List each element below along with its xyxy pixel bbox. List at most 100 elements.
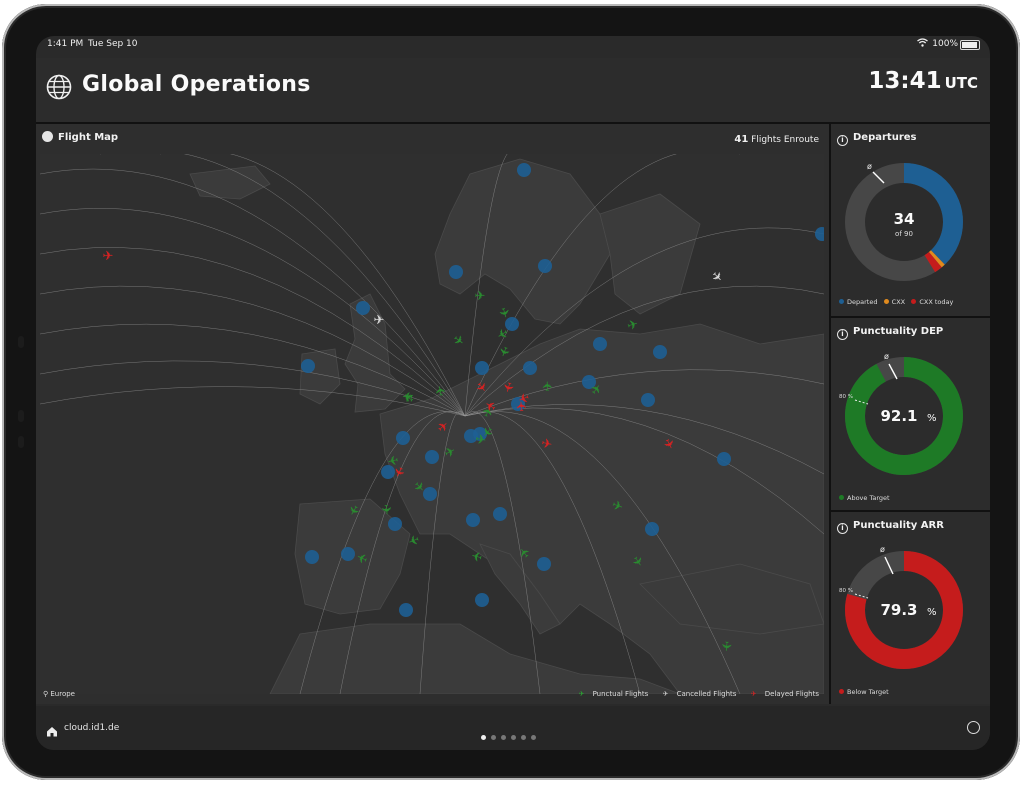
departures-title: Departures: [853, 132, 917, 143]
page-dot[interactable]: [501, 735, 506, 740]
legend-cxx-today: CXX today: [919, 298, 954, 306]
airport-marker[interactable]: [641, 393, 655, 407]
page-dot[interactable]: [531, 735, 536, 740]
europe-flight-map[interactable]: ✈✈✈✈✈✈✈ ✈✈✈✈✈✈✈✈✈ ✈✈ ✈✈✈✈✈✈✈✈✈✈ ✈✈✈ ✈✈✈ ✈✈✈✈: [40, 154, 824, 694]
legend-punctual-label: Punctual Flights: [592, 690, 649, 698]
plane-icon[interactable]: ✈: [626, 317, 641, 335]
user-account-icon[interactable]: [967, 721, 980, 734]
plane-icon[interactable]: ✈: [405, 530, 421, 548]
plane-icon[interactable]: ✈: [515, 388, 531, 406]
status-bar: 1:41 PM Tue Sep 10 100%: [36, 36, 990, 56]
airport-marker[interactable]: [593, 337, 607, 351]
map-icon: [42, 131, 53, 142]
flight-route: [464, 411, 541, 694]
flight-route: [40, 360, 466, 417]
plane-icon[interactable]: ✈: [470, 547, 485, 564]
kpi-column: i Departures ø 34 of 90 Departed CXX CXX …: [831, 124, 990, 704]
plane-icon[interactable]: ✈: [540, 436, 554, 453]
airport-marker[interactable]: [505, 317, 519, 331]
legend-above-target: Above Target: [847, 494, 890, 502]
home-icon[interactable]: [46, 722, 58, 741]
flight-route: [40, 285, 466, 417]
enroute-label: Flights Enroute: [751, 135, 819, 145]
airport-marker[interactable]: [399, 603, 413, 617]
airport-marker[interactable]: [717, 452, 731, 466]
airport-marker[interactable]: [473, 427, 487, 441]
airport-marker[interactable]: [449, 265, 463, 279]
punctuality-arr-card[interactable]: i Punctuality ARR ø 80 % 79.3 % Below Tar…: [831, 512, 990, 704]
average-symbol: ø: [884, 352, 889, 361]
departures-card[interactable]: i Departures ø 34 of 90 Departed CXX CXX …: [831, 124, 990, 318]
departures-donut: ø 34 of 90: [845, 162, 963, 281]
average-symbol: ø: [880, 545, 885, 554]
airport-marker[interactable]: [381, 465, 395, 479]
target-label: 80 %: [839, 394, 853, 400]
airport-marker[interactable]: [475, 593, 489, 607]
airport-marker[interactable]: [538, 259, 552, 273]
plane-icon[interactable]: ✈: [541, 380, 556, 391]
plane-icon[interactable]: ✈: [103, 249, 114, 264]
average-marker: [888, 363, 898, 380]
airport-marker[interactable]: [341, 547, 355, 561]
page-dot[interactable]: [521, 735, 526, 740]
average-marker: [884, 556, 894, 575]
flight-route: [40, 386, 466, 417]
plane-icon[interactable]: ✈: [474, 432, 487, 449]
airport-marker[interactable]: [582, 375, 596, 389]
plane-icon[interactable]: ✈: [402, 388, 414, 404]
airport-marker[interactable]: [388, 517, 402, 531]
status-date: Tue Sep 10: [88, 39, 138, 49]
page-dot[interactable]: [511, 735, 516, 740]
flight-route: [464, 227, 824, 417]
plane-icon[interactable]: ✈: [515, 400, 531, 412]
page-dot[interactable]: [481, 735, 486, 740]
plane-icon[interactable]: ✈: [495, 306, 512, 321]
plane-icon[interactable]: ✈: [499, 380, 516, 395]
plane-icon[interactable]: ✈: [494, 343, 512, 359]
airport-marker[interactable]: [423, 487, 437, 501]
page-title: Global Operations: [82, 72, 311, 97]
donut-value-arc: [845, 357, 963, 475]
punctuality-dep-card[interactable]: i Punctuality DEP ø 80 % 92.1 % Above Tar…: [831, 318, 990, 512]
flight-route: [40, 208, 466, 417]
plane-icon[interactable]: ✈: [386, 451, 400, 468]
plane-icon[interactable]: ✈: [433, 384, 450, 398]
airport-marker[interactable]: [517, 163, 531, 177]
location-pin-icon: ⚲: [43, 690, 49, 698]
app-header: Global Operations 13:41 UTC: [36, 58, 990, 124]
legend-below-target: Below Target: [847, 688, 889, 696]
airport-marker[interactable]: [301, 359, 315, 373]
airport-marker[interactable]: [475, 361, 489, 375]
plane-icon[interactable]: ✈: [377, 503, 393, 516]
plane-icon[interactable]: ✈: [610, 498, 625, 516]
bottom-bar: cloud.id1.de: [36, 706, 990, 750]
plane-icon[interactable]: ✈: [374, 313, 385, 328]
airport-marker[interactable]: [356, 301, 370, 315]
site-url-link[interactable]: cloud.id1.de: [64, 723, 120, 733]
battery-level: 100%: [932, 39, 958, 49]
airport-marker[interactable]: [511, 397, 525, 411]
legend-cxx: CXX: [891, 298, 906, 306]
airport-marker[interactable]: [466, 513, 480, 527]
flight-route: [40, 168, 466, 417]
airport-marker[interactable]: [305, 550, 319, 564]
airport-marker[interactable]: [645, 522, 659, 536]
utc-clock: 13:41 UTC: [868, 68, 978, 94]
airport-marker[interactable]: [523, 361, 537, 375]
flight-map-panel: Flight Map 41 Flights Enroute: [36, 124, 831, 704]
airport-marker[interactable]: [493, 507, 507, 521]
plane-icon[interactable]: ✈: [718, 640, 734, 652]
donut-departed-arc: [845, 163, 963, 281]
plane-icon[interactable]: ✈: [475, 289, 486, 304]
legend-dot: [839, 299, 844, 304]
airport-marker[interactable]: [537, 557, 551, 571]
page-indicator[interactable]: [481, 725, 541, 744]
legend-departed: Departed: [847, 298, 878, 306]
airport-marker[interactable]: [815, 227, 824, 241]
airport-marker[interactable]: [653, 345, 667, 359]
airport-marker[interactable]: [396, 431, 410, 445]
airport-marker[interactable]: [425, 450, 439, 464]
flight-map-title: Flight Map: [58, 132, 119, 143]
page-dot[interactable]: [491, 735, 496, 740]
departures-value: 34: [894, 210, 915, 228]
